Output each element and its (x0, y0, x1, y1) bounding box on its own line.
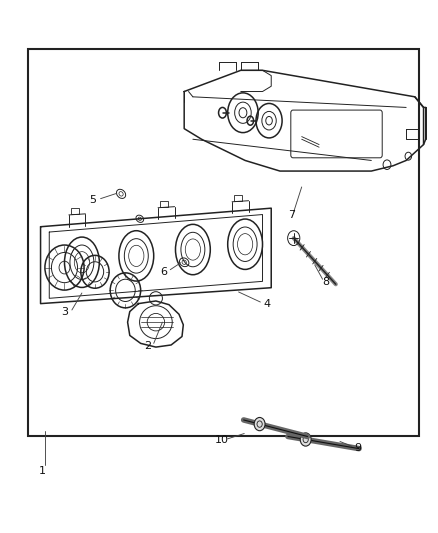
Bar (28, 49, 419, 436)
Text: 6: 6 (160, 267, 167, 277)
Text: 8: 8 (322, 277, 329, 287)
Text: 2: 2 (144, 341, 151, 351)
Text: 4: 4 (263, 298, 270, 309)
Bar (234, 195, 242, 201)
Text: 1: 1 (39, 466, 46, 475)
Ellipse shape (300, 433, 311, 446)
Text: 7: 7 (289, 209, 296, 220)
Text: 10: 10 (215, 435, 229, 446)
Text: 5: 5 (89, 195, 96, 205)
Text: 9: 9 (354, 443, 361, 454)
Bar (160, 201, 168, 207)
Ellipse shape (254, 417, 265, 431)
Text: 3: 3 (61, 306, 68, 317)
Bar (71, 208, 79, 214)
